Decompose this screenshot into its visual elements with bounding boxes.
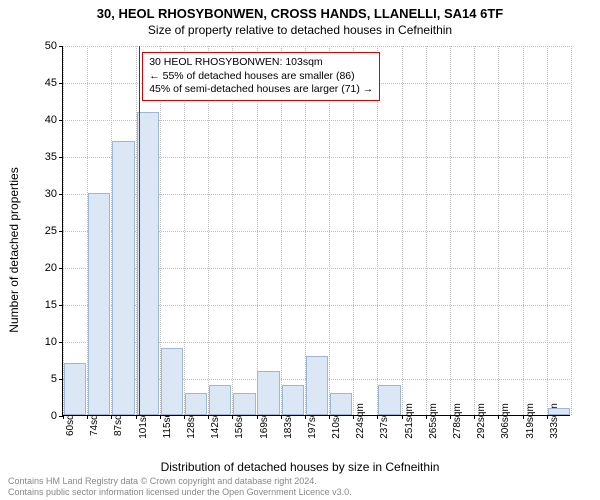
gridline-v	[63, 46, 64, 415]
bar	[548, 408, 570, 415]
gridline-v	[426, 46, 427, 415]
ytick-label: 35	[45, 151, 57, 163]
page-title: 30, HEOL RHOSYBONWEN, CROSS HANDS, LLANE…	[0, 0, 600, 21]
ytick-label: 25	[45, 225, 57, 237]
gridline-v	[208, 46, 209, 415]
gridline-v	[281, 46, 282, 415]
gridline-v	[498, 46, 499, 415]
info-box: 30 HEOL RHOSYBONWEN: 103sqm ← 55% of det…	[142, 52, 380, 101]
info-line-2: ← 55% of detached houses are smaller (86…	[149, 70, 373, 84]
xtick-label: 306sqm	[498, 403, 511, 439]
bar	[378, 385, 400, 415]
bar	[233, 393, 255, 415]
xtick-label: 265sqm	[426, 403, 439, 439]
gridline-v	[571, 46, 572, 415]
info-line-1: 30 HEOL RHOSYBONWEN: 103sqm	[149, 56, 373, 70]
bar	[306, 356, 328, 415]
gridline-v	[184, 46, 185, 415]
bar	[112, 141, 134, 415]
xtick-label: 224sqm	[353, 403, 366, 439]
ytick-label: 30	[45, 188, 57, 200]
marker-line	[139, 46, 140, 415]
plot-region: 0510152025303540455060sqm74sqm87sqm101sq…	[62, 46, 570, 416]
ytick-label: 0	[51, 410, 57, 422]
xtick-label: 292sqm	[474, 403, 487, 439]
y-axis-label: Number of detached properties	[7, 167, 21, 332]
gridline-v	[474, 46, 475, 415]
bar	[209, 385, 231, 415]
gridline-v	[547, 46, 548, 415]
info-line-3: 45% of semi-detached houses are larger (…	[149, 83, 373, 97]
chart-area: 0510152025303540455060sqm74sqm87sqm101sq…	[62, 46, 570, 416]
gridline-v	[329, 46, 330, 415]
ytick-label: 45	[45, 77, 57, 89]
gridline-v	[523, 46, 524, 415]
bar	[64, 363, 86, 415]
ytick-label: 10	[45, 336, 57, 348]
ytick-label: 5	[51, 373, 57, 385]
ytick-label: 50	[45, 40, 57, 52]
attribution: Contains HM Land Registry data © Crown c…	[8, 476, 352, 498]
bar	[88, 193, 110, 415]
ytick-label: 40	[45, 114, 57, 126]
xtick-label: 319sqm	[523, 403, 536, 439]
gridline-v	[232, 46, 233, 415]
ytick-label: 15	[45, 299, 57, 311]
gridline-v	[257, 46, 258, 415]
page-subtitle: Size of property relative to detached ho…	[0, 21, 600, 37]
gridline-v	[353, 46, 354, 415]
bar	[330, 393, 352, 415]
gridline-v	[450, 46, 451, 415]
gridline-v	[402, 46, 403, 415]
bar	[257, 371, 279, 415]
bar	[161, 348, 183, 415]
x-axis-label: Distribution of detached houses by size …	[0, 460, 600, 474]
attribution-line-1: Contains HM Land Registry data © Crown c…	[8, 476, 352, 487]
bar	[185, 393, 207, 415]
ytick-label: 20	[45, 262, 57, 274]
bar	[282, 385, 304, 415]
xtick-label: 278sqm	[450, 403, 463, 439]
attribution-line-2: Contains public sector information licen…	[8, 487, 352, 498]
xtick-label: 251sqm	[402, 403, 415, 439]
gridline-v	[377, 46, 378, 415]
